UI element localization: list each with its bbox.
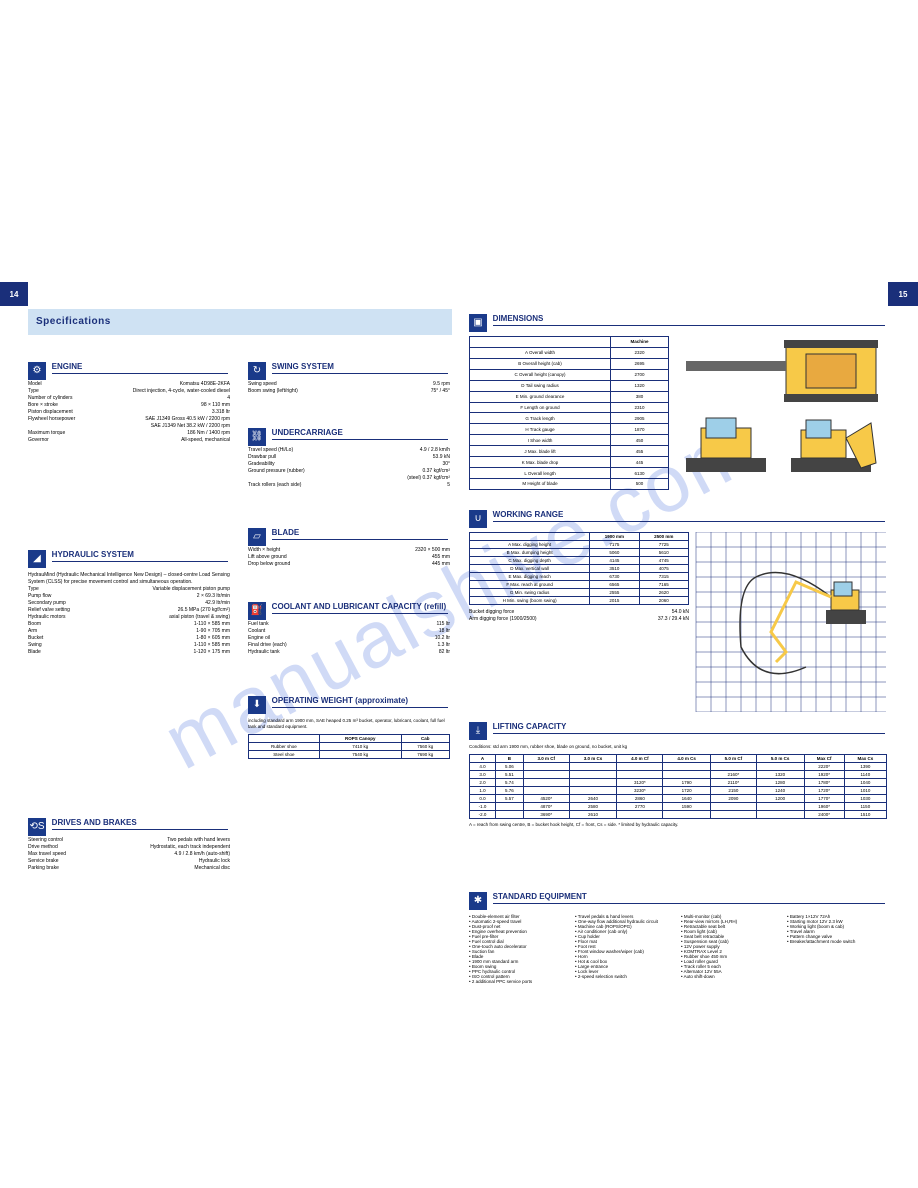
weight-section: ⬇ OPERATING WEIGHT (approximate) includi… <box>248 696 450 759</box>
engine-section: ⚙ ENGINE ModelKomatsu 4D98E-2KFATypeDire… <box>28 362 230 443</box>
weight-table: ROPS CanopyCabRubber shoe7410 kg7560 kgS… <box>248 734 450 759</box>
working-range-diagram <box>695 532 887 712</box>
weight-icon: ⬇ <box>248 696 266 714</box>
swing-icon: ↻ <box>248 362 266 380</box>
excavator-side-views-diagram <box>675 408 887 488</box>
lift-icon: ⤓ <box>469 722 487 740</box>
dimensions-icon: ▣ <box>469 314 487 332</box>
blade-icon: ▱ <box>248 528 266 546</box>
engine-icon: ⚙ <box>28 362 46 380</box>
range-icon: ∪ <box>469 510 487 528</box>
excavator-top-view-diagram <box>675 336 887 406</box>
swing-section: ↻ SWING SYSTEM Swing speed9.5 rpmBoom sw… <box>248 362 450 394</box>
std-equip-icon: ✱ <box>469 892 487 910</box>
page-number-left: 14 <box>0 282 28 306</box>
blade-section: ▱ BLADE Width × height2320 × 500 mmLift … <box>248 528 450 567</box>
dimensions-section: ▣ DIMENSIONS MachineA Overall width2320B… <box>469 314 887 490</box>
capacity-icon: ⛽ <box>248 602 266 620</box>
standard-equipment-section: ✱ STANDARD EQUIPMENT • Double-element ai… <box>469 892 887 984</box>
steering-section: ⟲S DRIVES AND BRAKES Steering controlTwo… <box>28 818 230 871</box>
steering-icon: ⟲S <box>28 818 46 836</box>
working-range-table: 1900 mm2500 mmA Max. digging height71757… <box>469 532 689 605</box>
lifting-capacity-table: AB3.0 m Cf3.0 m Cs4.0 m Cf4.0 m Cs5.0 m … <box>469 754 887 819</box>
specifications-header: Specifications <box>28 309 452 335</box>
working-range-section: ∪ WORKING RANGE 1900 mm2500 mmA Max. dig… <box>469 510 887 714</box>
undercarriage-icon: ⛓ <box>248 428 266 446</box>
dimensions-table: MachineA Overall width2320B Overall heig… <box>469 336 669 490</box>
page-number-right: 15 <box>888 282 918 306</box>
undercarriage-section: ⛓ UNDERCARRIAGE Travel speed (Hi/Lo)4.9 … <box>248 428 450 488</box>
lifting-capacity-section: ⤓ LIFTING CAPACITY Conditions: std arm 1… <box>469 722 887 828</box>
hydraulics-icon: ◢ <box>28 550 46 568</box>
capacities-section: ⛽ COOLANT AND LUBRICANT CAPACITY (refill… <box>248 602 450 655</box>
hydraulics-section: ◢ HYDRAULIC SYSTEM HydrauMind (Hydraulic… <box>28 550 230 655</box>
